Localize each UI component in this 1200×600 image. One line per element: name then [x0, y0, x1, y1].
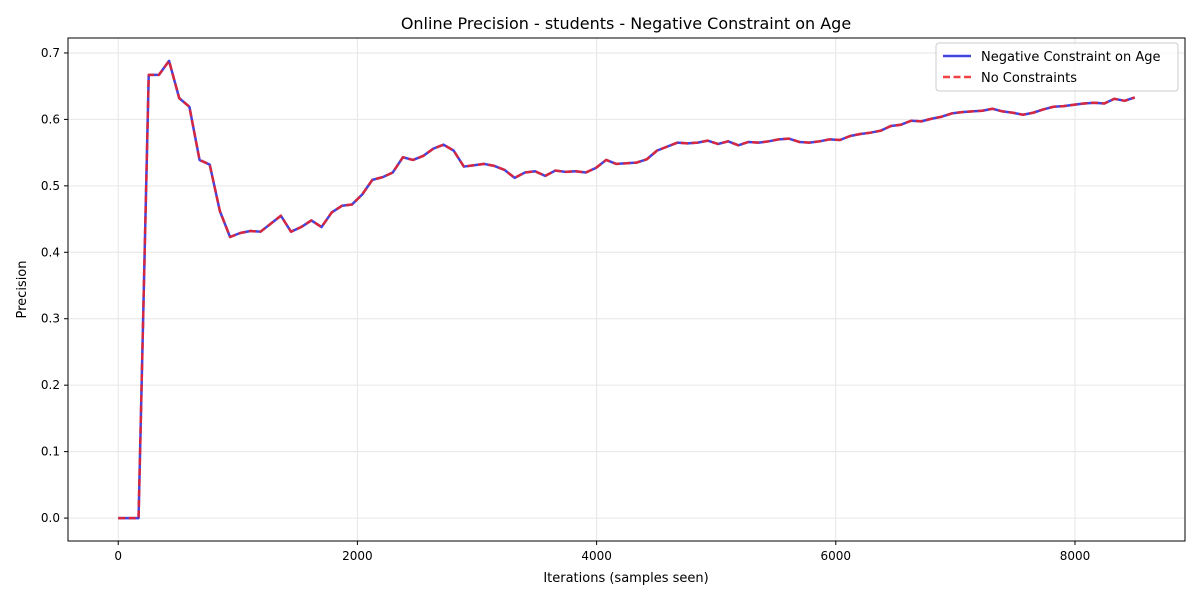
legend: Negative Constraint on Age No Constraint… — [935, 42, 1179, 92]
x-tick-label: 4000 — [581, 549, 612, 563]
y-axis-label: Precision — [15, 260, 30, 318]
series-line-1 — [118, 59, 1136, 520]
y-tick-label: 0.3 — [41, 312, 60, 326]
x-tick-label: 6000 — [821, 549, 852, 563]
y-tick-label: 0.7 — [41, 46, 60, 60]
legend-label-negative-constraint: Negative Constraint on Age — [981, 50, 1160, 65]
y-tick-label: 0.2 — [41, 378, 60, 392]
chart-title: Online Precision - students - Negative C… — [401, 14, 851, 33]
y-tick-label: 0.0 — [41, 511, 60, 525]
axis-ticks: 0 2000 4000 6000 8000 0.0 0.1 0.2 0.3 0.4 0.5 0.6 0.… — [41, 46, 1090, 563]
plot-frame — [67, 37, 1186, 542]
legend-label-no-constraints: No Constraints — [981, 71, 1077, 86]
y-tick-label: 0.6 — [41, 112, 60, 126]
y-tick-label: 0.4 — [41, 245, 60, 259]
y-tick-label: 0.5 — [41, 179, 60, 193]
x-tick-label: 2000 — [342, 549, 373, 563]
grid — [68, 38, 1185, 541]
y-tick-label: 0.1 — [41, 445, 60, 459]
legend-box — [935, 42, 1179, 92]
x-axis-label: Iterations (samples seen) — [543, 571, 708, 586]
x-tick-label: 0 — [114, 549, 122, 563]
series-lines — [118, 59, 1136, 520]
x-tick-label: 8000 — [1060, 549, 1091, 563]
